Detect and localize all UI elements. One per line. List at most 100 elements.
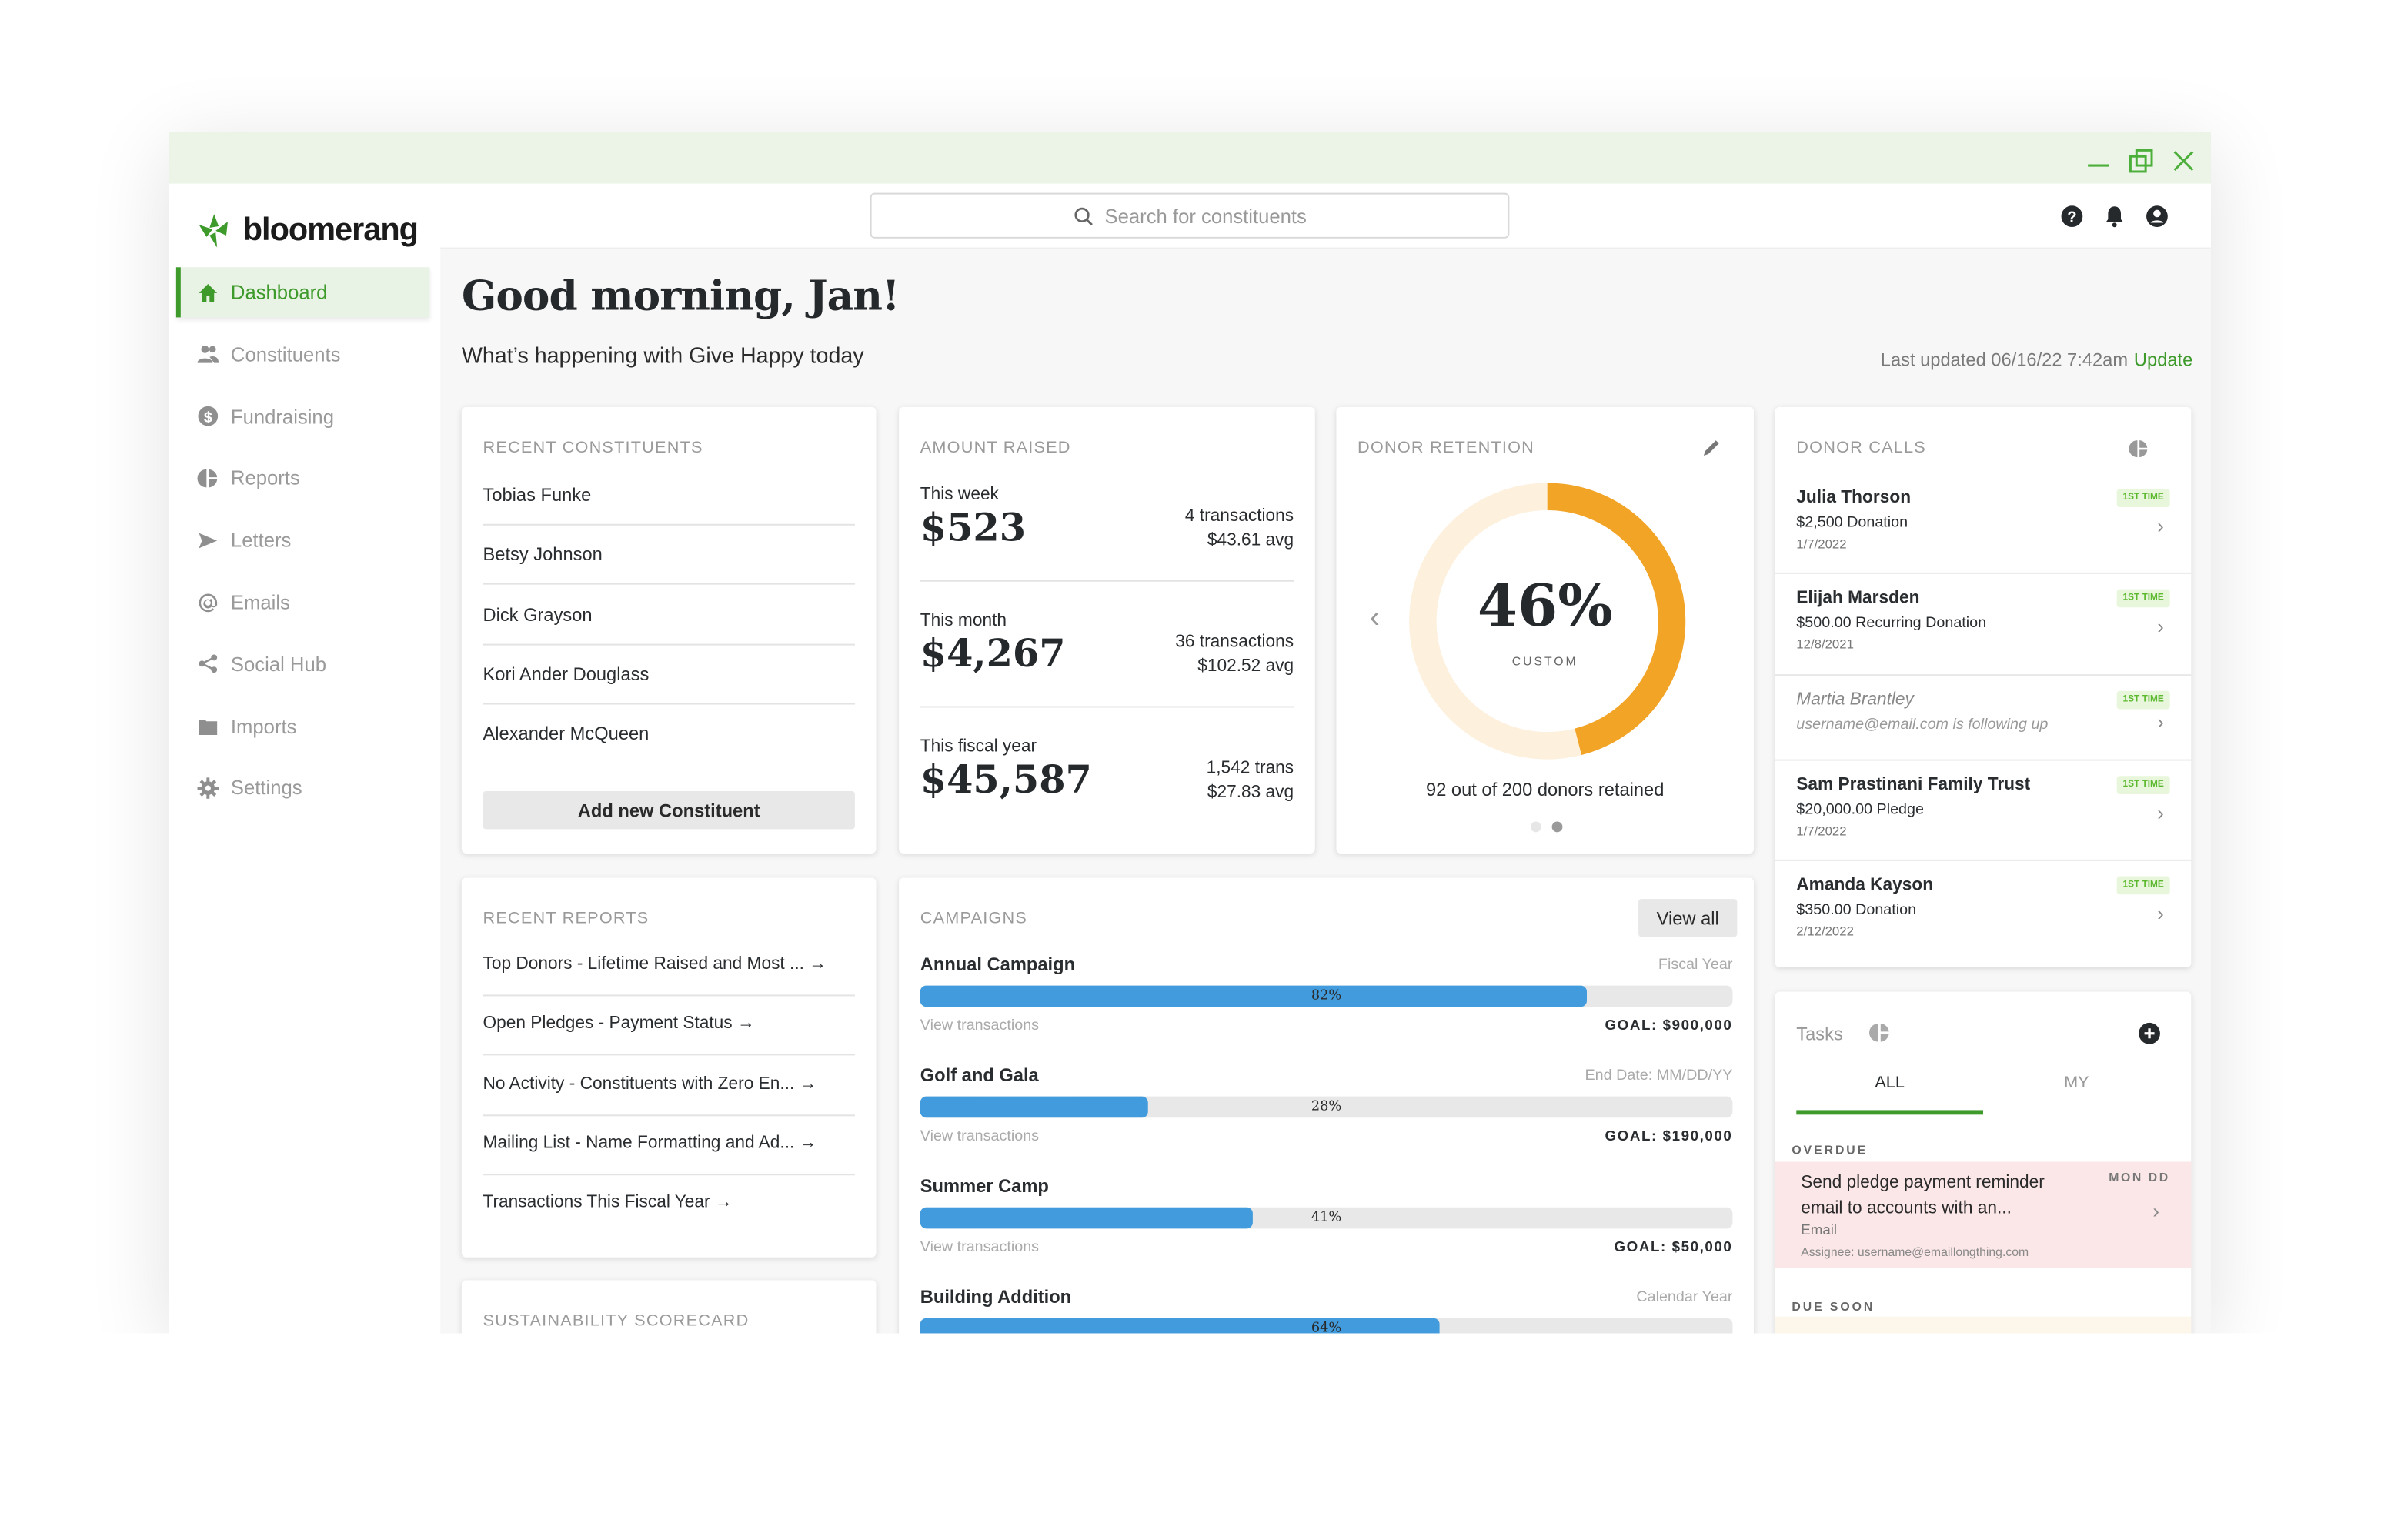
pie-chart-icon[interactable] bbox=[1869, 1022, 1891, 1044]
donor-call-item[interactable]: Julia Thorson $2,500 Donation 1/7/2022 1… bbox=[1775, 473, 2192, 573]
tab-all[interactable]: ALL bbox=[1875, 1074, 1905, 1092]
sidebar-item-imports[interactable]: Imports bbox=[176, 701, 430, 751]
account-icon[interactable] bbox=[2146, 205, 2169, 228]
campaign-period: End Date: MM/DD/YY bbox=[1585, 1067, 1733, 1084]
search-input[interactable]: Search for constituents bbox=[870, 192, 1510, 239]
sidebar-item-label: Constituents bbox=[230, 342, 341, 366]
donor-detail: $2,500 Donation bbox=[1796, 514, 1908, 532]
sidebar-item-emails[interactable]: Emails bbox=[176, 577, 430, 627]
report-link[interactable]: Top Donors - Lifetime Raised and Most ..… bbox=[483, 955, 826, 974]
previous-chevron-icon[interactable]: ‹ bbox=[1369, 601, 1380, 635]
recent-constituents-card: Recent Constituents Tobias Funke Betsy Jo… bbox=[461, 406, 877, 854]
progress-label: 28% bbox=[1311, 1099, 1342, 1115]
sidebar-item-social-hub[interactable]: Social Hub bbox=[176, 639, 430, 689]
app-window: bloomerang Dashboard Constituents $ Fundrai… bbox=[169, 132, 2211, 1334]
sidebar-item-settings[interactable]: Settings bbox=[176, 763, 430, 813]
donor-name: Martia Brantley bbox=[1796, 690, 1914, 710]
progress-label: 41% bbox=[1311, 1210, 1342, 1226]
transaction-count: 1,542 trans bbox=[1206, 759, 1294, 778]
logo[interactable]: bloomerang bbox=[196, 211, 419, 250]
campaign-name: Summer Camp bbox=[920, 1175, 1049, 1197]
task-title: Send pledge payment reminder email to ac… bbox=[1801, 1174, 2045, 1218]
pie-chart-icon[interactable] bbox=[2129, 439, 2149, 459]
campaign-progress-bar: 82% bbox=[920, 985, 1733, 1007]
edit-pencil-icon[interactable] bbox=[1701, 437, 1722, 459]
card-title: Sustainability Scorecard bbox=[483, 1311, 750, 1331]
arrow-right-icon: → bbox=[799, 1074, 817, 1093]
sidebar-item-dashboard[interactable]: Dashboard bbox=[175, 267, 430, 318]
card-title: Amount Raised bbox=[920, 439, 1071, 457]
update-link[interactable]: Update bbox=[2133, 349, 2193, 371]
due-soon-task-row[interactable] bbox=[1775, 1316, 2192, 1334]
average-amount: $102.52 avg bbox=[1197, 657, 1294, 676]
carousel-dot-1[interactable] bbox=[1530, 821, 1541, 833]
campaigns-card: Campaigns View all Annual Campaign Fisca… bbox=[899, 877, 1755, 1334]
report-link[interactable]: Mailing List - Name Formatting and Ad...… bbox=[483, 1134, 816, 1153]
progress-fill bbox=[920, 985, 1587, 1007]
recent-reports-card: Recent Reports Top Donors - Lifetime Rai… bbox=[461, 877, 877, 1258]
report-name: Transactions This Fiscal Year bbox=[483, 1194, 710, 1212]
svg-text:?: ? bbox=[2067, 209, 2076, 226]
add-constituent-button[interactable]: Add new Constituent bbox=[483, 791, 855, 830]
report-name: Top Donors - Lifetime Raised and Most ..… bbox=[483, 955, 804, 974]
restore-icon[interactable] bbox=[2127, 147, 2155, 175]
help-icon[interactable]: ? bbox=[2061, 205, 2084, 228]
dollar-icon: $ bbox=[198, 406, 219, 426]
donor-detail: $20,000.00 Pledge bbox=[1796, 801, 1924, 819]
bell-icon[interactable] bbox=[2103, 205, 2126, 228]
donor-date: 2/12/2022 bbox=[1796, 923, 1854, 939]
sustainability-scorecard-card: Sustainability Scorecard bbox=[461, 1280, 877, 1334]
report-link[interactable]: Transactions This Fiscal Year → bbox=[483, 1194, 732, 1212]
donor-detail: $500.00 Recurring Donation bbox=[1796, 615, 1987, 632]
tab-my[interactable]: MY bbox=[2064, 1074, 2089, 1092]
retention-caption: CUSTOM bbox=[1511, 654, 1578, 669]
donor-name: Julia Thorson bbox=[1796, 489, 1912, 508]
report-link[interactable]: Open Pledges - Payment Status → bbox=[483, 1015, 754, 1034]
carousel-dot-2[interactable] bbox=[1551, 821, 1563, 833]
constituent-link[interactable]: Tobias Funke bbox=[483, 484, 592, 506]
add-task-icon[interactable] bbox=[2138, 1022, 2161, 1045]
constituent-link[interactable]: Alexander McQueen bbox=[483, 723, 650, 745]
report-link[interactable]: No Activity - Constituents with Zero En.… bbox=[483, 1074, 816, 1093]
at-icon bbox=[199, 593, 218, 612]
overdue-task-row[interactable]: Send pledge payment reminder email to ac… bbox=[1775, 1161, 2192, 1268]
last-updated-text: Last updated 06/16/22 7:42am bbox=[1880, 349, 2129, 371]
page-subtitle: What’s happening with Give Happy today bbox=[461, 344, 864, 369]
report-name: Open Pledges - Payment Status bbox=[483, 1014, 733, 1034]
donor-call-item[interactable]: Elijah Marsden $500.00 Recurring Donatio… bbox=[1775, 573, 2192, 674]
progress-label: 82% bbox=[1311, 988, 1342, 1004]
first-time-badge: 1ST TIME bbox=[2116, 776, 2170, 794]
view-transactions-link[interactable]: View transactions bbox=[920, 1239, 1040, 1256]
sidebar-item-letters[interactable]: Letters bbox=[176, 515, 430, 565]
top-header: Search for constituents ? bbox=[440, 183, 2211, 249]
campaign-goal: GOAL: $900,000 bbox=[1605, 1017, 1733, 1034]
period-label: This month bbox=[920, 612, 1007, 630]
card-title: Tasks bbox=[1796, 1023, 1843, 1045]
campaign-progress-bar: 64% bbox=[920, 1318, 1733, 1334]
constituent-link[interactable]: Kori Ander Douglass bbox=[483, 663, 650, 685]
amount-raised-card: Amount Raised This week $523 4 transacti… bbox=[899, 406, 1315, 854]
import-icon bbox=[199, 720, 218, 736]
donor-date: 1/7/2022 bbox=[1796, 536, 1847, 552]
view-all-campaigns-button[interactable]: View all bbox=[1638, 899, 1738, 937]
view-transactions-link[interactable]: View transactions bbox=[920, 1128, 1040, 1145]
divider bbox=[1775, 859, 2192, 861]
constituent-link[interactable]: Dick Grayson bbox=[483, 603, 593, 626]
donor-call-item[interactable]: Sam Prastinani Family Trust $20,000.00 P… bbox=[1775, 760, 2192, 860]
divider bbox=[483, 703, 855, 705]
card-title: Donor Calls bbox=[1796, 439, 1926, 457]
donor-call-item[interactable]: Amanda Kayson $350.00 Donation 2/12/2022… bbox=[1775, 860, 2192, 960]
constituent-link[interactable]: Betsy Johnson bbox=[483, 543, 603, 566]
sidebar-item-constituents[interactable]: Constituents bbox=[176, 329, 430, 379]
sidebar-item-fundraising[interactable]: $ Fundraising bbox=[176, 391, 430, 441]
minimize-icon[interactable] bbox=[2085, 147, 2112, 175]
sidebar-item-reports[interactable]: Reports bbox=[176, 453, 430, 503]
period-amount: $4,267 bbox=[920, 631, 1066, 676]
close-icon[interactable] bbox=[2170, 147, 2198, 175]
logo-text: bloomerang bbox=[242, 212, 419, 248]
pie-chart-icon bbox=[197, 469, 218, 488]
donor-call-item[interactable]: Martia Brantley username@email.com is fo… bbox=[1775, 674, 2192, 759]
retention-donut bbox=[1409, 483, 1686, 760]
view-transactions-link[interactable]: View transactions bbox=[920, 1017, 1040, 1034]
search-placeholder: Search for constituents bbox=[1104, 204, 1307, 227]
